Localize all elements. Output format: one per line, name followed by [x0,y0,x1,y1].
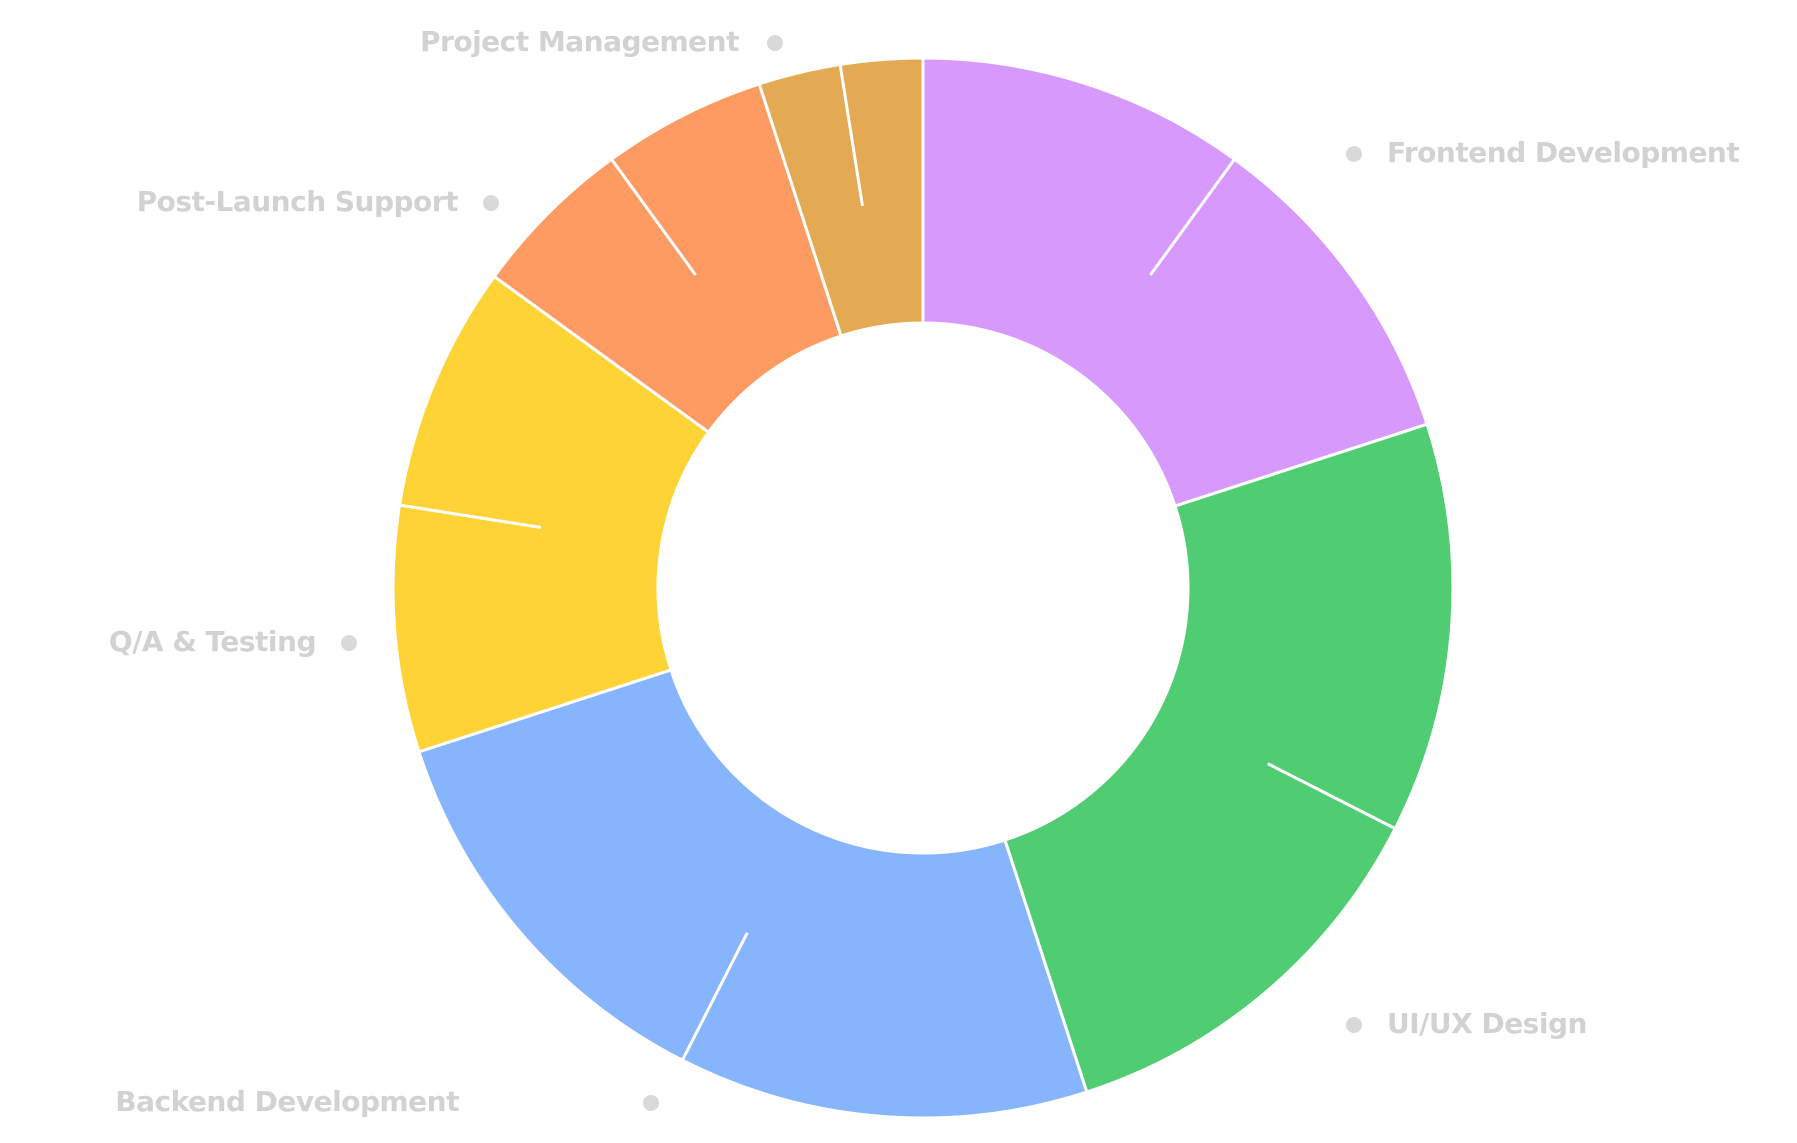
legend-dot [767,35,783,51]
donut-segment [391,274,711,754]
segment-tick [1267,762,1396,830]
donut-segment [417,668,1089,1120]
legend-dot [1346,1017,1362,1033]
segment-tick [838,64,864,207]
donut-segment [1003,422,1455,1094]
segment-tick [1149,158,1236,276]
donut-segment [492,82,843,435]
legend-dot [341,635,357,651]
legend-label: Q/A & Testing [109,625,316,658]
legend-label: UI/UX Design [1387,1007,1587,1040]
legend-dot [483,195,499,211]
segment-tick [610,158,697,276]
segment-tick [399,503,542,529]
legend-label: Post-Launch Support [137,185,459,218]
legend-dot [1346,146,1362,162]
legend-dot [643,1095,659,1111]
legend-label: Frontend Development [1387,136,1739,169]
legend-label: Backend Development [115,1085,459,1118]
donut-segment [921,56,1429,509]
donut-segment [757,56,925,338]
segment-tick [681,932,749,1061]
legend-label: Project Management [420,25,739,58]
